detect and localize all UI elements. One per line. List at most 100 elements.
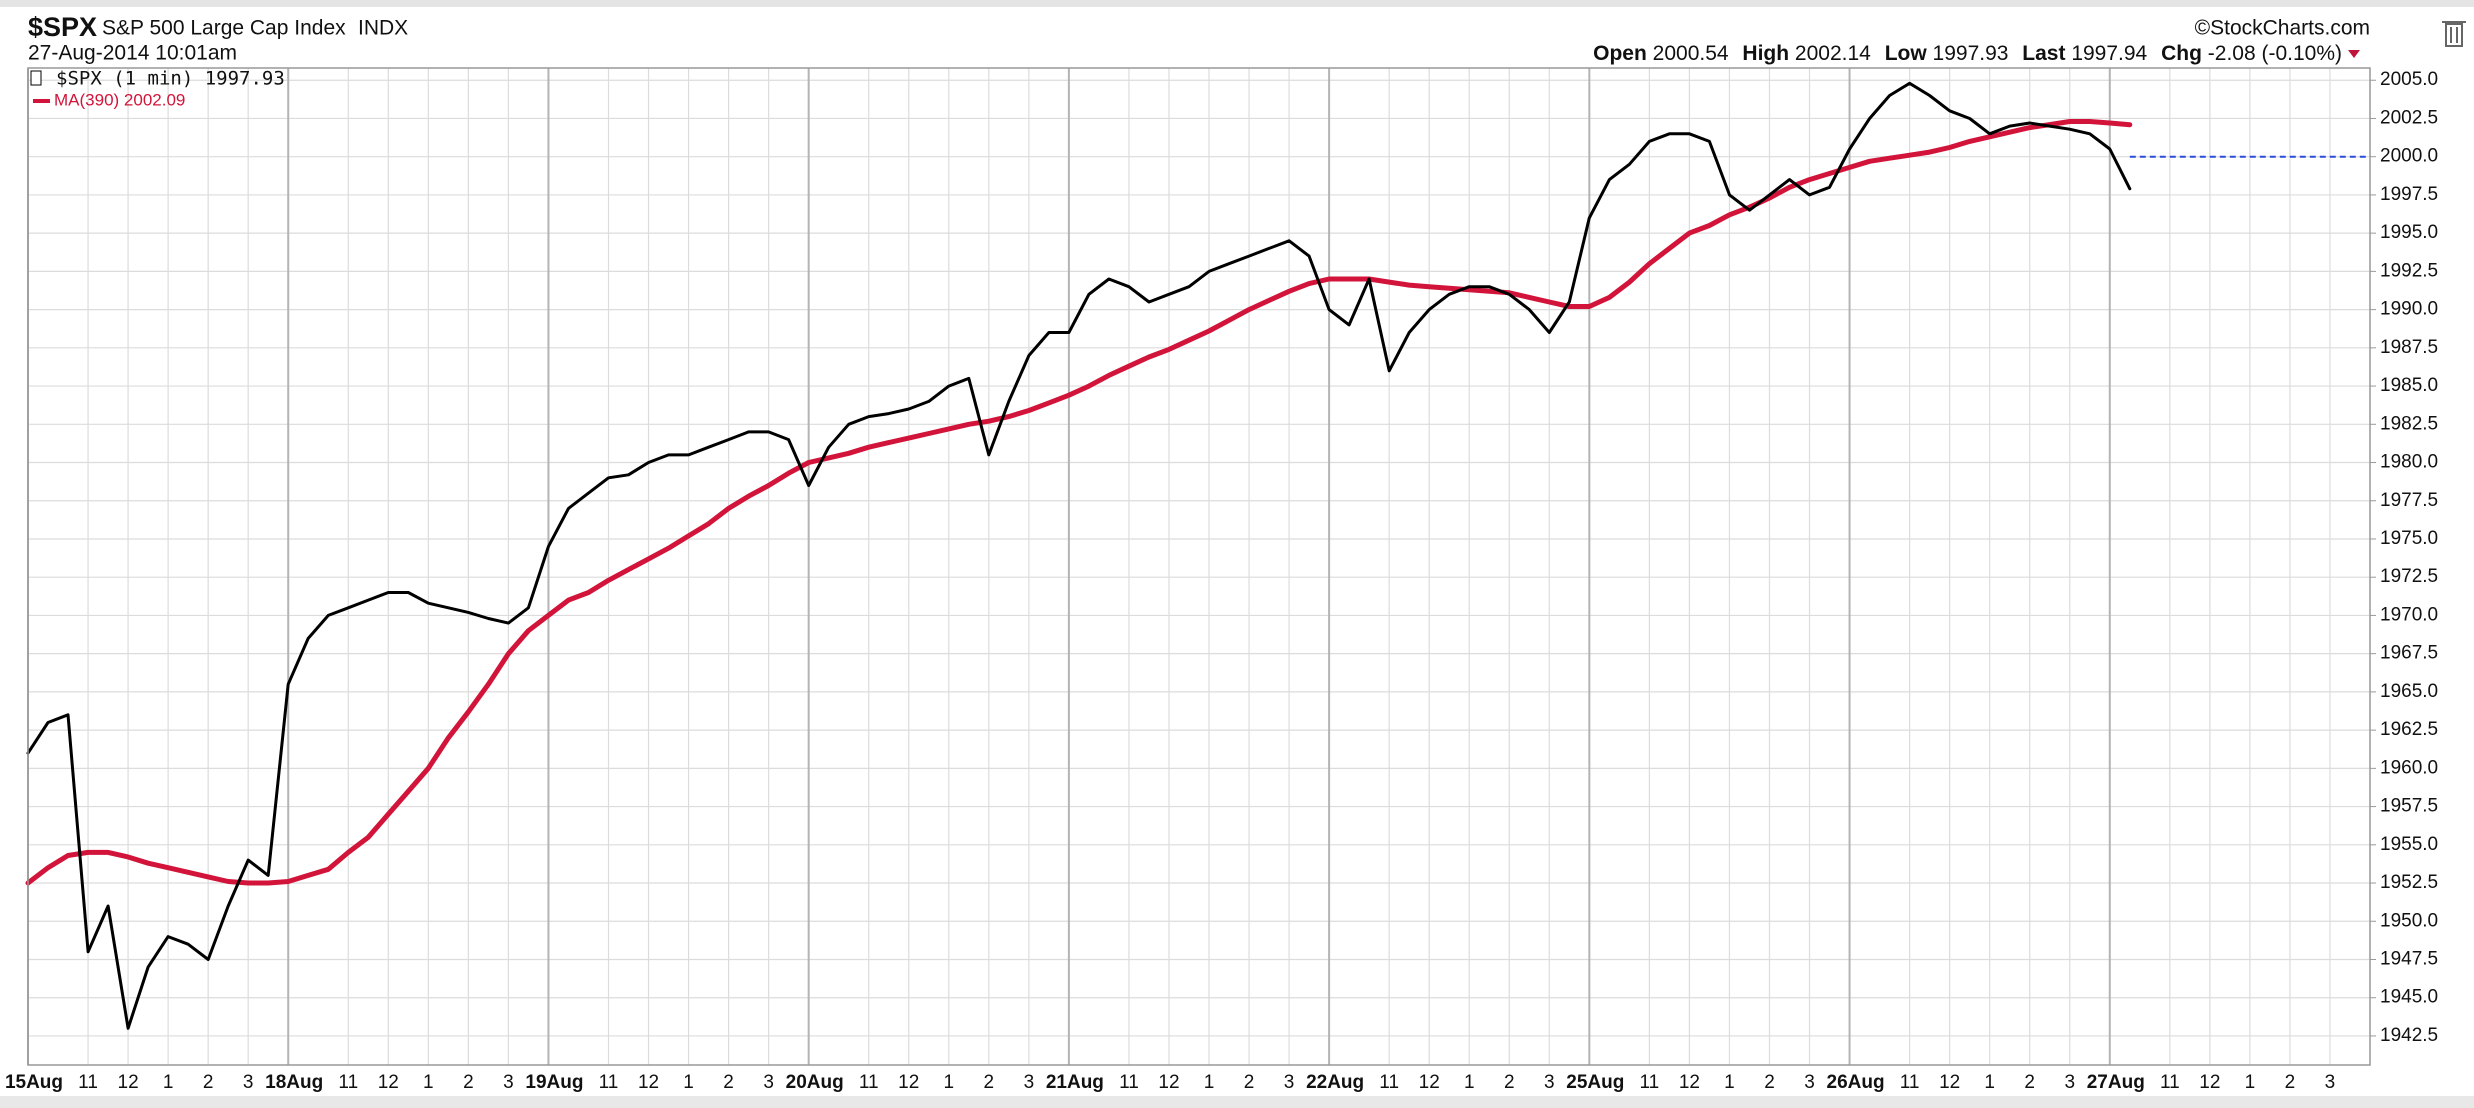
- x-tick-label: 1: [1984, 1072, 1995, 1093]
- y-tick-label: 1957.5: [2380, 796, 2438, 817]
- x-tick-label: 12: [378, 1072, 399, 1093]
- x-tick-label: 1: [1724, 1072, 1735, 1093]
- x-tick-label: 11: [1900, 1072, 1920, 1093]
- y-tick-label: 1960.0: [2380, 757, 2438, 778]
- x-tick-label: 3: [763, 1072, 774, 1093]
- x-tick-label: 12: [2199, 1072, 2220, 1093]
- x-tick-label: 3: [1804, 1072, 1815, 1093]
- y-tick-label: 1977.5: [2380, 490, 2438, 511]
- y-tick-label: 2002.5: [2380, 107, 2438, 128]
- x-tick-label: 1: [1464, 1072, 1475, 1093]
- x-tick-label: 11: [2160, 1072, 2180, 1093]
- x-tick-label: 18Aug: [265, 1072, 323, 1093]
- x-tick-label: 11: [1119, 1072, 1139, 1093]
- open: 2000.54: [1653, 42, 1729, 65]
- y-tick-label: 1967.5: [2380, 643, 2438, 664]
- x-tick-label: 11: [78, 1072, 98, 1093]
- x-tick-label: 3: [503, 1072, 514, 1093]
- last: 1997.94: [2071, 42, 2147, 65]
- high-label: High: [1742, 42, 1789, 65]
- y-tick-label: 1990.0: [2380, 299, 2438, 320]
- dropdown-arrow[interactable]: [2348, 50, 2360, 58]
- y-tick-label: 1965.0: [2380, 681, 2438, 702]
- x-tick-label: 2: [463, 1072, 474, 1093]
- x-tick-label: 3: [1284, 1072, 1295, 1093]
- x-tick-label: 1: [943, 1072, 954, 1093]
- x-tick-label: 1: [163, 1072, 174, 1093]
- source: ©StockCharts.com: [2195, 17, 2370, 40]
- x-tick-label: 3: [2064, 1072, 2075, 1093]
- x-tick-label: 11: [599, 1072, 619, 1093]
- top-strip: [0, 0, 2474, 7]
- x-tick-label: 2: [203, 1072, 214, 1093]
- x-tick-label: 11: [859, 1072, 879, 1093]
- y-tick-label: 1950.0: [2380, 910, 2438, 931]
- x-tick-label: 20Aug: [786, 1072, 844, 1093]
- y-tick-label: 1985.0: [2380, 375, 2438, 396]
- x-tick-label: 25Aug: [1566, 1072, 1624, 1093]
- y-tick-label: 1942.5: [2380, 1025, 2438, 1046]
- x-tick-label: 19Aug: [525, 1072, 583, 1093]
- price-line: [26, 81, 2132, 1030]
- y-tick-label: 1982.5: [2380, 413, 2438, 434]
- legend-icon: [30, 70, 42, 86]
- legend-price: $SPX (1 min) 1997.93: [56, 68, 285, 90]
- open-label: Open: [1593, 42, 1647, 65]
- x-tick-label: 1: [683, 1072, 694, 1093]
- x-tick-label: 1: [2245, 1072, 2256, 1093]
- legend-ma: MA(390) 2002.09: [54, 90, 185, 109]
- x-tick-label: 2: [1504, 1072, 1515, 1093]
- x-tick-label: 11: [1379, 1072, 1399, 1093]
- x-tick-label: 12: [898, 1072, 919, 1093]
- y-tick-label: 1992.5: [2380, 260, 2438, 281]
- low: 1997.93: [1933, 42, 2009, 65]
- x-tick-label: 3: [1544, 1072, 1555, 1093]
- x-tick-label: 12: [638, 1072, 659, 1093]
- y-tick-label: 2000.0: [2380, 146, 2438, 167]
- date: 27-Aug-2014 10:01am: [28, 42, 237, 65]
- y-tick-label: 1955.0: [2380, 834, 2438, 855]
- y-tick-label: 1975.0: [2380, 528, 2438, 549]
- x-tick-label: 2: [1244, 1072, 1255, 1093]
- y-tick-label: 1995.0: [2380, 222, 2438, 243]
- x-tick-label: 15Aug: [5, 1072, 63, 1093]
- x-tick-label: 2: [2285, 1072, 2296, 1093]
- x-tick-label: 12: [1939, 1072, 1960, 1093]
- x-tick-label: 2: [2024, 1072, 2035, 1093]
- legend: $SPX (1 min) 1997.93 MA(390) 2002.09: [30, 68, 285, 109]
- x-tick-label: 12: [1419, 1072, 1440, 1093]
- grid: 1942.5 1945.0 1947.5 1950.0 1952.5 1955.0 1957…: [5, 68, 2438, 1093]
- quote: Open 2000.54 High 2002.14 Low 1997.93 La…: [1593, 42, 2342, 65]
- x-tick-label: 22Aug: [1306, 1072, 1364, 1093]
- x-tick-label: 11: [1640, 1072, 1660, 1093]
- last-label: Last: [2022, 42, 2065, 65]
- exchange: INDX: [358, 17, 408, 40]
- bottom-strip: [0, 1096, 2474, 1108]
- x-tick-label: 1: [423, 1072, 434, 1093]
- x-tick-label: 1: [1204, 1072, 1215, 1093]
- marks: [25, 81, 2370, 1030]
- x-tick-label: 27Aug: [2087, 1072, 2145, 1093]
- y-tick-label: 1987.5: [2380, 337, 2438, 358]
- y-tick-label: 1952.5: [2380, 872, 2438, 893]
- x-tick-label: 3: [243, 1072, 254, 1093]
- trash-icon[interactable]: [2442, 21, 2466, 47]
- x-tick-label: 12: [118, 1072, 139, 1093]
- chg: -2.08 (-0.10%): [2208, 42, 2342, 65]
- y-tick-label: 1980.0: [2380, 452, 2438, 473]
- y-tick-label: 1970.0: [2380, 604, 2438, 625]
- y-tick-label: 1997.5: [2380, 184, 2438, 205]
- x-tick-label: 2: [723, 1072, 734, 1093]
- high: 2002.14: [1795, 42, 1871, 65]
- symbol: $SPX: [28, 12, 97, 42]
- x-tick-label: 12: [1679, 1072, 1700, 1093]
- y-tick-label: 1947.5: [2380, 949, 2438, 970]
- x-tick-label: 11: [338, 1072, 358, 1093]
- x-tick-label: 2: [1764, 1072, 1775, 1093]
- y-tick-label: 2005.0: [2380, 69, 2438, 90]
- x-tick-label: 12: [1158, 1072, 1179, 1093]
- x-tick-label: 26Aug: [1827, 1072, 1885, 1093]
- y-tick-label: 1972.5: [2380, 566, 2438, 587]
